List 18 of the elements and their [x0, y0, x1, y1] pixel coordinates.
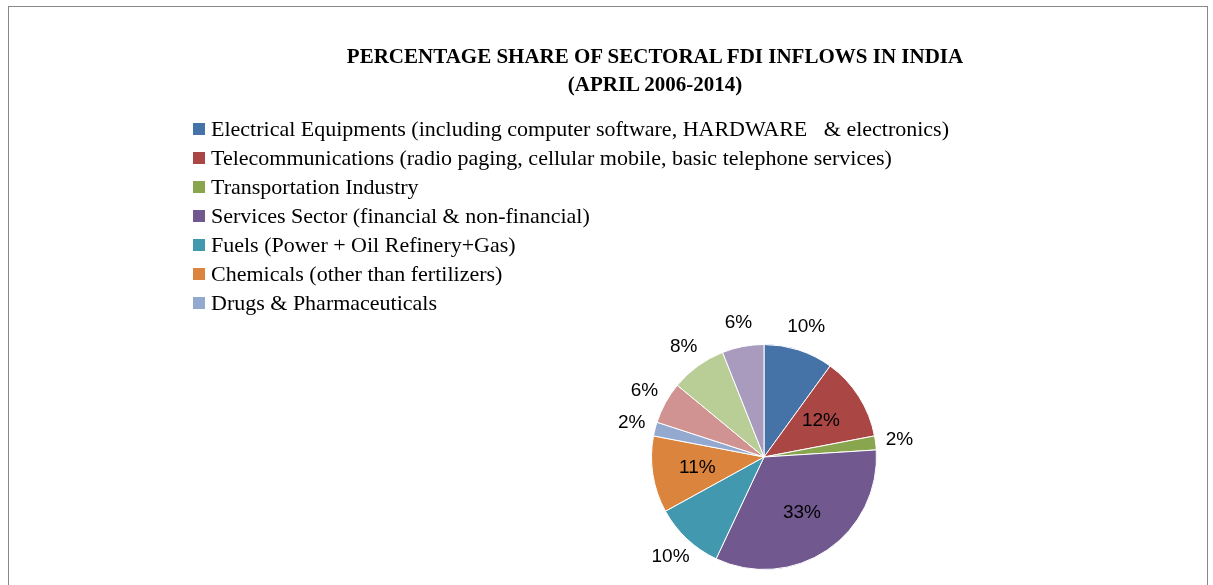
- legend-label: Services Sector (financial & non-financial): [211, 202, 590, 229]
- data-label: 2%: [618, 411, 646, 433]
- legend-label: Transportation Industry: [211, 173, 419, 200]
- data-label: 12%: [801, 409, 841, 431]
- data-label: 6%: [724, 311, 753, 333]
- legend-label: Drugs & Pharmaceuticals: [211, 289, 438, 316]
- legend-label: Chemicals (other than fertilizers): [211, 260, 503, 287]
- data-label: 33%: [782, 501, 822, 523]
- legend-label: Telecommunications (radio paging, cellular mobile, basic telephone services): [211, 144, 892, 171]
- legend-label: Fuels (Power + Oil Refinery+Gas): [211, 231, 516, 258]
- chart-title: PERCENTAGE SHARE OF SECTORAL FDI INFLOWS IN INDIA (APRIL 2006-2014): [345, 43, 965, 98]
- data-label: 10%: [787, 315, 826, 337]
- data-label: 6%: [630, 379, 659, 401]
- data-label: 8%: [670, 334, 698, 356]
- legend-label: Electrical Equipments (including computer software, HARDWARE & electronics): [211, 115, 950, 142]
- data-label: 10%: [651, 544, 690, 566]
- data-label: 11%: [679, 455, 716, 477]
- data-label: 2%: [885, 428, 914, 450]
